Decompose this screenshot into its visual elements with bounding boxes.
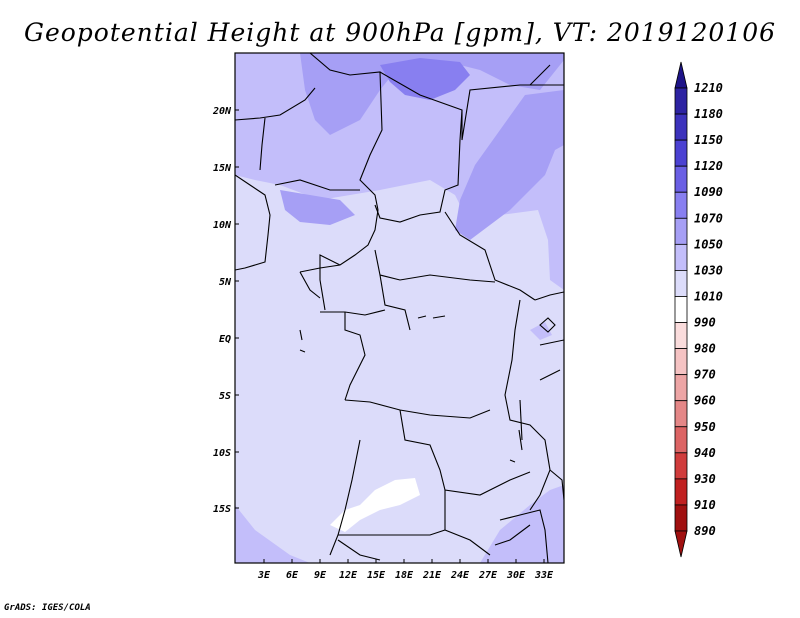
- lon-axis: 3E 6E 9E 12E 15E 18E 21E 24E 27E 30E 33E: [257, 570, 554, 581]
- colorbar-swatch: [674, 452, 688, 480]
- colorbar-label: 1120: [694, 159, 723, 173]
- colorbar-swatch: [674, 478, 688, 506]
- lon-label: 3E: [257, 570, 271, 581]
- contour-990-1010: [330, 478, 420, 532]
- country-boundaries: [235, 53, 564, 563]
- contour-1030-1050-lake: [530, 322, 552, 340]
- lat-ticks: [235, 109, 239, 509]
- colorbar-swatch: [674, 87, 688, 115]
- map-frame: [234, 52, 565, 564]
- lon-label: 21E: [422, 570, 442, 581]
- colorbar-label: 1180: [694, 107, 723, 121]
- colorbar-swatch: [674, 374, 688, 402]
- colorbar-swatch: [674, 400, 688, 428]
- lat-axis: 20N 15N 10N 5N EQ 5S 10S 15S: [212, 106, 232, 515]
- lat-label: 15S: [213, 504, 231, 515]
- colorbar-label: 1030: [694, 263, 723, 277]
- lon-ticks: [263, 559, 545, 563]
- lon-label: 24E: [450, 570, 470, 581]
- lat-label: 10S: [213, 448, 231, 459]
- colorbar-swatch: [674, 270, 688, 297]
- contour-1070-1090-core: [380, 58, 470, 100]
- colorbar-label: 1070: [694, 211, 723, 225]
- colorbar-label: 980: [694, 342, 716, 356]
- colorbar-label: 940: [694, 446, 716, 460]
- contour-1050-1070-north: [300, 53, 564, 240]
- colorbar-label: 930: [694, 472, 716, 486]
- lon-label: 9E: [314, 570, 327, 581]
- colorbar-label: 1090: [694, 185, 723, 199]
- lon-label: 30E: [506, 570, 526, 581]
- colorbar-swatch: [674, 113, 688, 141]
- lon-label: 12E: [339, 570, 358, 581]
- lat-label: 15N: [213, 163, 232, 174]
- colorbar-swatch: [674, 322, 688, 349]
- contour-1050-1070-chad: [280, 190, 355, 225]
- colorbar-swatch: [674, 348, 688, 376]
- colorbar: 1210 1180 1150 1120 1090 1070 1050 1030 1010 990 9…: [674, 61, 723, 558]
- colorbar-label: 1210: [694, 81, 723, 95]
- lat-label: EQ: [219, 334, 231, 345]
- lat-label: 20N: [212, 106, 232, 117]
- grads-credit: GrADS: IGES/COLA: [4, 603, 91, 613]
- lat-label: 10N: [213, 220, 232, 231]
- colorbar-bottom-arrow: [674, 530, 688, 558]
- colorbar-label: 1010: [694, 289, 723, 303]
- lon-label: 6E: [286, 570, 299, 581]
- colorbar-swatch: [674, 296, 688, 323]
- colorbar-top-arrow: [674, 61, 688, 89]
- map-title: Geopotential Height at 900hPa [gpm], VT:…: [23, 18, 777, 47]
- colorbar-swatch: [674, 191, 688, 219]
- colorbar-swatch: [674, 426, 688, 454]
- map-panel: [235, 53, 564, 563]
- colorbar-label: 960: [694, 394, 716, 408]
- colorbar-label: 970: [694, 368, 716, 382]
- colorbar-label: 910: [694, 498, 716, 512]
- colorbar-swatch: [674, 165, 688, 193]
- colorbar-label: 890: [694, 524, 716, 538]
- lat-label: 5N: [219, 277, 232, 288]
- colorbar-label: 1050: [694, 237, 723, 251]
- colorbar-label: 950: [694, 420, 716, 434]
- colorbar-label: 990: [694, 316, 716, 330]
- lon-label: 27E: [478, 570, 498, 581]
- colorbar-swatch: [674, 243, 688, 271]
- lat-label: 5S: [219, 391, 231, 402]
- lon-label: 18E: [395, 570, 414, 581]
- colorbar-swatch: [674, 217, 688, 245]
- contour-1030-1050-sw: [235, 505, 310, 563]
- colorbar-swatch: [674, 139, 688, 167]
- colorbar-swatch: [674, 504, 688, 532]
- lon-label: 15E: [367, 570, 386, 581]
- lon-label: 33E: [534, 570, 554, 581]
- colorbar-label: 1150: [694, 133, 723, 147]
